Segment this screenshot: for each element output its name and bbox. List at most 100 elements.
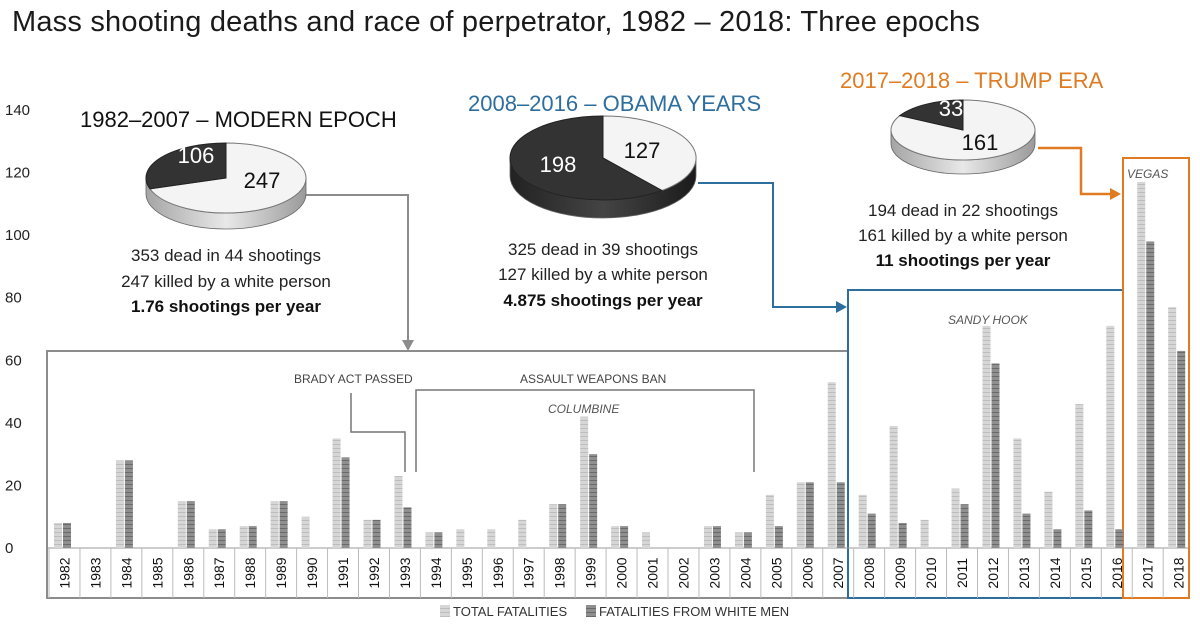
x-tick-label: 2004 [737,557,753,588]
modern-dead-line: 353 dead in 44 shootings [131,246,321,265]
bar-total-1988 [239,526,248,548]
bar-total-2001 [642,532,651,548]
obama-epoch-title: 2008–2016 – OBAMA YEARS [468,91,761,116]
bar-total-2004 [734,532,743,548]
x-tick-label: 1998 [552,557,568,588]
bar-white-2007 [836,482,845,548]
obama-arrowhead [836,301,847,313]
bar-white-2000 [620,526,629,548]
brady-leader-line [350,393,406,472]
pie-slice-white [890,99,1036,161]
bar-total-2018 [1168,307,1177,548]
bar-white-1992 [372,519,381,548]
x-tick-label: 1991 [335,557,351,588]
y-axis: 0 20 40 60 80 100 120 140 [5,102,30,557]
bar-white-1982 [63,522,71,548]
bar-total-1993 [394,476,403,548]
bar-total-2000 [611,526,620,548]
legend-white-label: FATALITIES FROM WHITE MEN [599,604,789,619]
obama-rate-line: 4.875 shootings per year [503,291,703,310]
x-tick-label: 1984 [118,557,134,588]
x-tick-label: 2003 [706,557,722,588]
bar-white-1999 [589,454,598,548]
bar-total-1989 [270,501,279,548]
trump-connector-arrow [1038,146,1110,196]
bar-total-2007 [827,382,836,548]
bar-total-1998 [549,504,558,548]
x-tick-label: 1995 [459,557,475,588]
bar-white-2008 [867,513,876,548]
trump-rate-line: 11 shootings per year [876,251,1051,270]
x-tick-label: 1983 [87,557,103,588]
bar-white-1998 [558,504,567,548]
x-tick-label: 2017 [1140,557,1156,588]
obama-epoch-pie: 127 198 [509,115,697,219]
bar-white-2016 [1115,529,1124,548]
pie-label-white: 247 [244,168,281,193]
x-tick-label: 2014 [1047,557,1063,588]
x-tick-label: 2008 [861,557,877,588]
bar-total-1992 [363,519,372,548]
bar-white-1986 [186,501,195,548]
bar-total-1986 [177,501,186,548]
x-tick-label: 1999 [583,557,599,588]
modern-epoch-stats: 353 dead in 44 shootings 247 killed by a… [121,246,331,316]
annotation-brady: BRADY ACT PASSED [294,372,413,386]
bar-white-2004 [743,532,752,548]
pie-slice-white [602,115,697,192]
x-tick-label: 2016 [1109,557,1125,588]
y-tick-label: 40 [5,415,22,432]
chart-title: Mass shooting deaths and race of perpetr… [12,6,981,38]
x-tick-label: 2018 [1171,557,1187,588]
pie-label-white: 161 [962,130,999,155]
pie-slice-other [509,115,664,201]
bar-total-1994 [425,532,434,548]
bar-white-2014 [1053,529,1062,548]
bar-white-2017 [1146,241,1155,548]
pie-slice-other [898,99,964,131]
modern-epoch-title: 1982–2007 – MODERN EPOCH [80,107,397,132]
x-tick-label: 1994 [428,557,444,588]
x-tick-label: 1993 [397,557,413,588]
x-tick-label: 1985 [149,557,165,588]
bar-white-1988 [248,526,257,548]
annotation-vegas: VEGAS [1127,167,1168,181]
bar-total-1996 [487,529,496,548]
bar-white-2018 [1177,350,1186,548]
annotation-sandy-hook: SANDY HOOK [948,313,1029,327]
x-tick-label: 2015 [1078,557,1094,588]
y-tick-label: 0 [5,540,13,557]
annotation-columbine: COLUMBINE [548,402,620,416]
bar-white-1987 [217,529,226,548]
bar-white-1989 [279,501,288,548]
y-tick-label: 60 [5,352,22,369]
bar-total-1997 [518,519,527,548]
bar-total-1990 [301,516,310,548]
modern-arrowhead [402,340,414,351]
obama-dead-line: 325 dead in 39 shootings [508,240,698,259]
trump-white-line: 161 killed by a white person [858,226,1068,245]
bar-total-2016 [1106,325,1115,548]
bar-white-2013 [1022,513,1031,548]
bar-white-2006 [805,482,814,548]
bar-total-2012 [982,325,991,548]
pie-slice-other [145,142,227,190]
x-tick-label: 2011 [954,558,970,588]
bar-white-2009 [898,522,907,548]
bar-total-1999 [580,416,589,548]
x-tick-label: 2013 [1016,557,1032,588]
bar-total-1991 [332,438,341,548]
bar-total-2003 [703,526,712,548]
bar-total-2015 [1075,404,1084,548]
obama-white-line: 127 killed by a white person [498,265,708,284]
modern-white-line: 247 killed by a white person [121,272,331,291]
y-tick-label: 80 [5,290,22,307]
bar-total-2013 [1013,438,1022,548]
bar-white-2015 [1084,510,1093,548]
bar-white-2012 [991,363,1000,548]
x-axis: 1982 1983 1984 1985 1986 1987 1988 1989 1990 1991… [48,548,1187,598]
x-tick-label: 1996 [490,557,506,588]
bar-white-1991 [341,457,350,548]
legend-total-swatch [440,605,450,617]
